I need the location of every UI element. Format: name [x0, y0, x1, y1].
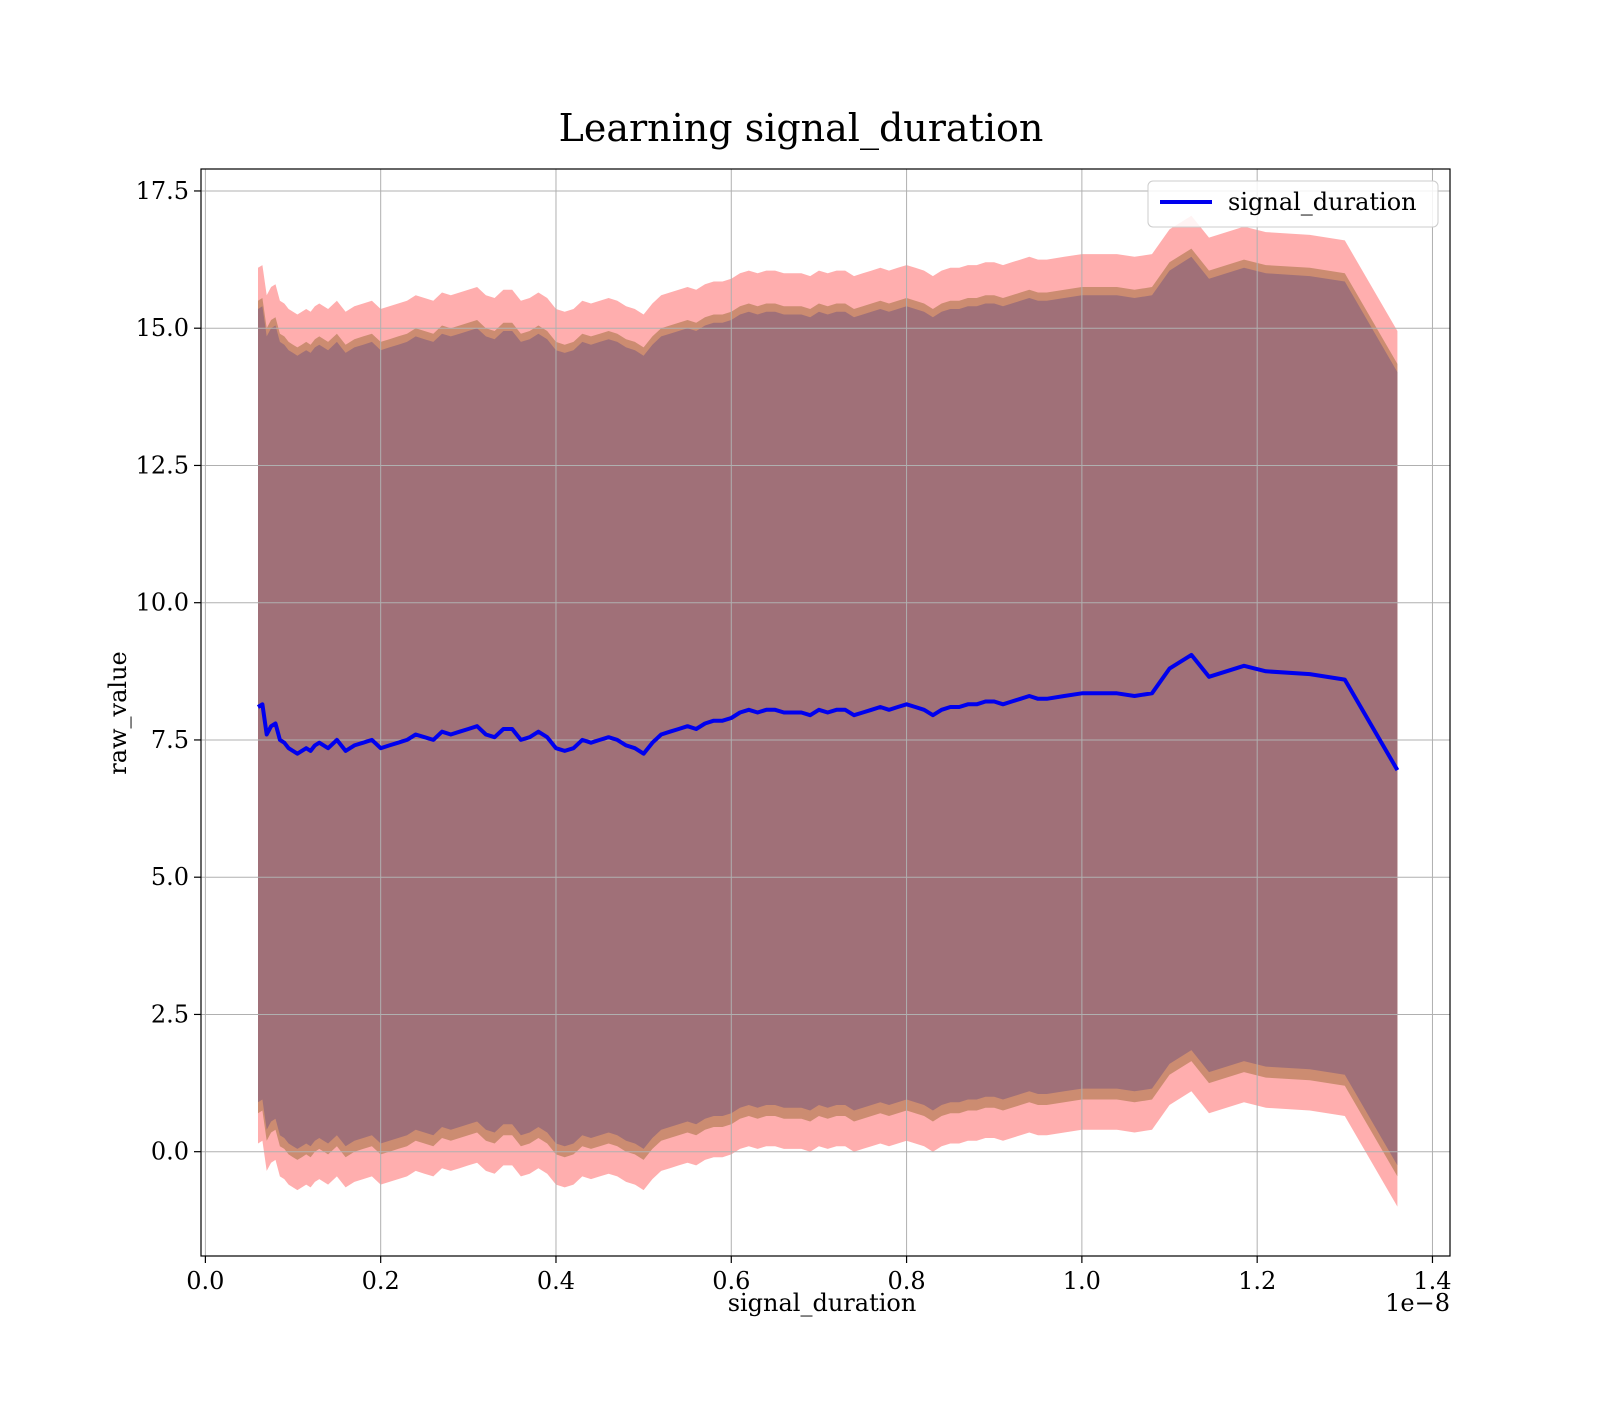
y-tick-label: 17.5 — [136, 177, 189, 205]
x-tick-label: 1.2 — [1238, 1267, 1276, 1295]
series-lines — [256, 652, 1400, 772]
series-line-signal_duration — [256, 652, 1400, 772]
legend-label: signal_duration — [1228, 188, 1417, 216]
x-tick-label: 0.4 — [537, 1267, 575, 1295]
x-tick-label: 0.6 — [712, 1267, 750, 1295]
y-tick-label: 15.0 — [136, 314, 189, 342]
y-tick-label: 2.5 — [151, 1000, 189, 1028]
x-tick-label: 0.0 — [186, 1267, 224, 1295]
x-axis-ticks: 0.0 0.2 0.4 0.6 0.8 1.0 1.2 1.4 — [186, 1256, 1452, 1295]
legend-box — [1147, 180, 1439, 228]
axes-frame — [200, 168, 1451, 1257]
y-axis-label: raw_value — [104, 651, 132, 775]
x-axis-offset-label: 1e−8 — [1385, 1289, 1450, 1317]
y-tick-label: 12.5 — [136, 451, 189, 479]
x-tick-label: 1.4 — [1413, 1267, 1451, 1295]
x-tick-label: 0.8 — [887, 1267, 925, 1295]
y-tick-label: 10.0 — [136, 589, 189, 617]
y-tick-label: 7.5 — [151, 726, 189, 754]
y-tick-label: 0.0 — [151, 1138, 189, 1166]
legend: signal_duration — [1147, 180, 1439, 228]
x-axis-label: signal_duration — [728, 1289, 917, 1317]
chart-title: Learning signal_duration — [559, 106, 1044, 151]
y-tick-label: 5.0 — [151, 863, 189, 891]
y-axis-ticks: 0.0 2.5 5.0 7.5 10.0 12.5 15.0 17.5 — [136, 177, 201, 1166]
x-tick-label: 1.0 — [1063, 1267, 1101, 1295]
x-tick-label: 0.2 — [362, 1267, 400, 1295]
grid — [201, 169, 1450, 1256]
